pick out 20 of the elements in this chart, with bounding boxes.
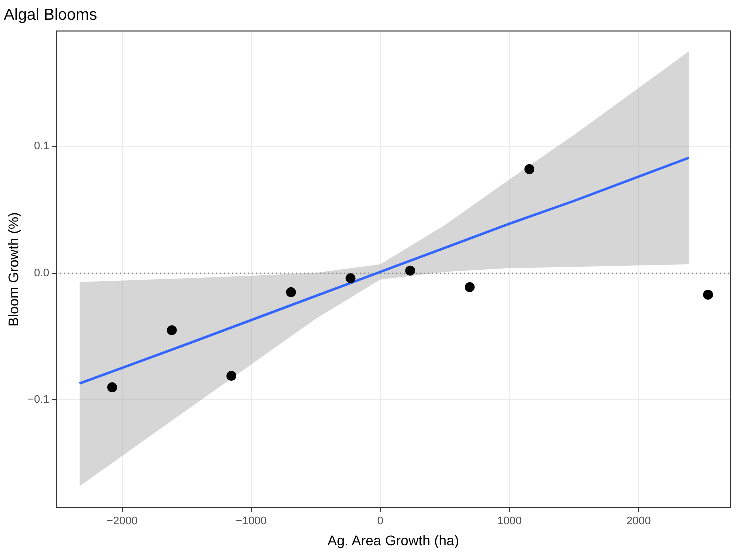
- y-tick-label: 0.1: [34, 140, 50, 153]
- y-tick-label: 0.0: [34, 267, 50, 280]
- x-tick-label: 2000: [626, 516, 652, 528]
- point: [524, 164, 535, 174]
- point: [703, 290, 714, 300]
- y-axis-title: Bloom Growth (%): [5, 212, 22, 327]
- x-tick-label: −1000: [236, 516, 267, 528]
- chart-title: Algal Blooms: [4, 7, 98, 24]
- point: [346, 273, 356, 284]
- x-tick-label: 1000: [497, 516, 522, 528]
- y-tick-label: −0.1: [28, 394, 50, 406]
- point: [167, 325, 178, 336]
- point: [107, 382, 118, 393]
- point: [405, 266, 416, 276]
- point: [464, 282, 475, 292]
- x-tick-label: −2000: [106, 516, 138, 528]
- x-axis-title: Ag. Area Growth (ha): [328, 532, 460, 548]
- point: [286, 287, 296, 298]
- x-tick-label: 0: [378, 516, 384, 528]
- point: [226, 371, 237, 382]
